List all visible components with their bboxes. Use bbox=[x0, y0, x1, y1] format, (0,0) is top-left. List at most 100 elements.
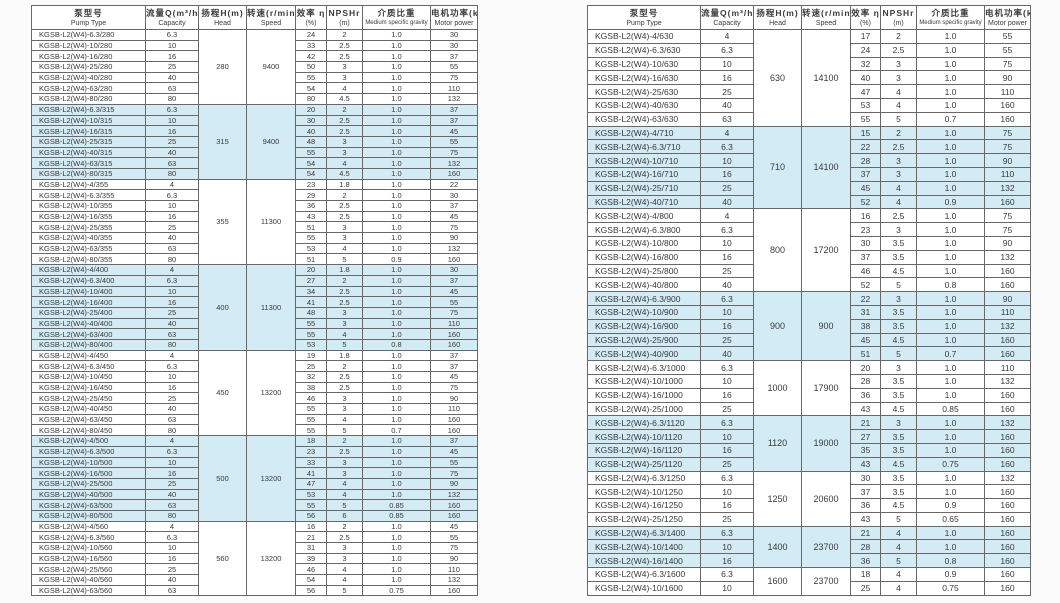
gravity-cell: 0.85 bbox=[362, 509, 431, 522]
pump-model-cell: KGSB-L2(W4)-40/710 bbox=[587, 194, 701, 210]
speed-cell: 19000 bbox=[801, 415, 851, 472]
power-cell: 132 bbox=[984, 373, 1031, 389]
capacity-cell: 4 bbox=[145, 178, 199, 191]
header-label-en: (%) bbox=[860, 19, 871, 27]
power-cell: 110 bbox=[430, 563, 478, 576]
pump-row: KGSB-L2(W4)-16/400 16 41 2.5 1.0 55 bbox=[31, 296, 478, 308]
gravity-cell: 0.7 bbox=[362, 424, 431, 437]
gravity-cell: 1.0 bbox=[362, 371, 431, 383]
power-cell: 90 bbox=[430, 392, 478, 405]
efficiency-cell: 30 bbox=[295, 114, 327, 127]
col-head: 扬程H(m) Head bbox=[198, 5, 247, 30]
pump-model-cell: KGSB-L2(W4)-16/1400 bbox=[587, 553, 701, 569]
npshr-cell: 4 bbox=[880, 84, 917, 99]
capacity-cell: 10 bbox=[145, 456, 199, 469]
capacity-cell: 63 bbox=[145, 413, 199, 426]
pump-row: KGSB-L2(W4)-6.3/400 6.3 27 2 1.0 37 bbox=[31, 274, 478, 287]
header-label-en: Capacity bbox=[713, 19, 741, 27]
efficiency-cell: 37 bbox=[850, 484, 881, 500]
npshr-cell: 4 bbox=[880, 580, 917, 596]
capacity-cell: 25 bbox=[145, 563, 199, 576]
pump-model-cell: KGSB-L2(W4)-10/1000 bbox=[587, 373, 701, 389]
npshr-cell: 2 bbox=[880, 125, 917, 141]
power-cell: 75 bbox=[430, 467, 478, 479]
capacity-cell: 25 bbox=[700, 263, 754, 279]
gravity-cell: 1.0 bbox=[916, 235, 985, 251]
efficiency-cell: 53 bbox=[295, 338, 327, 351]
table-header: 泵型号 Pump Type 流量Q(m³/h) Capacity 扬程H(m) Head 转… bbox=[31, 5, 478, 30]
pump-row: KGSB-L2(W4)-6.3/1120 6.3 1120 19000 21 3 1.0 13… bbox=[587, 415, 1031, 472]
pump-model-cell: KGSB-L2(W4)-6.3/1000 bbox=[587, 360, 701, 375]
pump-model-cell: KGSB-L2(W4)-4/560 bbox=[31, 520, 146, 533]
npshr-cell: 2.5 bbox=[326, 381, 363, 394]
header-row: 泵型号 Pump Type 流量Q(m³/h) Capacity 扬程H(m) Head 转… bbox=[31, 5, 478, 30]
power-cell: 110 bbox=[984, 166, 1031, 182]
capacity-cell: 6.3 bbox=[145, 274, 199, 287]
gravity-cell: 1.0 bbox=[362, 178, 431, 191]
efficiency-cell: 48 bbox=[295, 135, 327, 148]
speed-cell: 9400 bbox=[246, 29, 296, 105]
pump-model-cell: KGSB-L2(W4)-6.3/1600 bbox=[587, 567, 701, 582]
capacity-cell: 16 bbox=[145, 50, 199, 63]
efficiency-cell: 43 bbox=[850, 456, 881, 472]
pump-row: KGSB-L2(W4)-10/710 10 28 3 1.0 90 bbox=[587, 153, 1031, 168]
pump-model-cell: KGSB-L2(W4)-16/800 bbox=[587, 249, 701, 265]
efficiency-cell: 55 bbox=[295, 71, 327, 84]
efficiency-cell: 16 bbox=[295, 520, 327, 533]
pump-model-cell: KGSB-L2(W4)-25/1120 bbox=[587, 456, 701, 472]
pump-row: KGSB-L2(W4)-6.3/1600 6.3 1600 23700 18 4 0.9 16… bbox=[587, 567, 1031, 596]
header-label-zh: 泵型号 bbox=[74, 7, 103, 18]
npshr-cell: 3 bbox=[880, 291, 917, 306]
pump-model-cell: KGSB-L2(W4)-80/450 bbox=[31, 424, 146, 437]
table-body: KGSB-L2(W4)-4/630 4 630 14100 17 2 1.0 55 KGSB-L… bbox=[587, 29, 1031, 596]
pump-row: KGSB-L2(W4)-4/355 4 355 11300 23 1.8 1.0 22 bbox=[31, 178, 478, 266]
gravity-cell: 1.0 bbox=[916, 84, 985, 99]
gravity-cell: 1.0 bbox=[362, 264, 431, 276]
speed-cell: 13200 bbox=[246, 435, 296, 522]
col-head: 扬程H(m) Head bbox=[753, 5, 802, 30]
pump-model-cell: KGSB-L2(W4)-16/355 bbox=[31, 210, 146, 223]
capacity-cell: 80 bbox=[145, 338, 199, 351]
gravity-cell: 0.9 bbox=[916, 567, 985, 582]
npshr-cell: 2.5 bbox=[326, 285, 363, 298]
efficiency-cell: 55 bbox=[295, 146, 327, 159]
header-label-zh: 效率 η bbox=[296, 7, 326, 18]
npshr-cell: 5 bbox=[880, 346, 917, 362]
power-cell: 132 bbox=[430, 157, 478, 169]
pump-model-cell: KGSB-L2(W4)-63/280 bbox=[31, 82, 146, 95]
pump-row: KGSB-L2(W4)-6.3/280 6.3 280 9400 24 2 1.0 30 bbox=[31, 29, 478, 105]
pump-row: KGSB-L2(W4)-4/500 4 500 13200 18 2 1.0 37 bbox=[31, 435, 478, 522]
pump-model-cell: KGSB-L2(W4)-6.3/315 bbox=[31, 103, 146, 116]
efficiency-cell: 37 bbox=[850, 166, 881, 182]
npshr-cell: 3 bbox=[326, 317, 363, 330]
pump-row: KGSB-L2(W4)-40/315 40 55 3 1.0 75 bbox=[31, 146, 478, 159]
npshr-cell: 4 bbox=[880, 525, 917, 541]
npshr-cell: 4 bbox=[326, 488, 363, 501]
efficiency-cell: 21 bbox=[850, 525, 881, 541]
pump-model-cell: KGSB-L2(W4)-10/710 bbox=[587, 153, 701, 168]
npshr-cell: 3.5 bbox=[880, 318, 917, 334]
pump-model-cell: KGSB-L2(W4)-10/500 bbox=[31, 456, 146, 469]
npshr-cell: 2 bbox=[326, 274, 363, 287]
power-cell: 45 bbox=[430, 210, 478, 223]
pump-model-cell: KGSB-L2(W4)-6.3/900 bbox=[587, 291, 701, 306]
capacity-cell: 40 bbox=[700, 277, 754, 293]
efficiency-cell: 21 bbox=[295, 531, 327, 543]
pump-model-cell: KGSB-L2(W4)-80/355 bbox=[31, 253, 146, 266]
pump-model-cell: KGSB-L2(W4)-10/630 bbox=[587, 56, 701, 72]
gravity-cell: 1.0 bbox=[362, 445, 431, 458]
gravity-cell: 0.8 bbox=[362, 338, 431, 351]
pump-row: KGSB-L2(W4)-25/1000 25 43 4.5 0.85 160 bbox=[587, 401, 1031, 417]
gravity-cell: 1.0 bbox=[916, 139, 985, 155]
gravity-cell: 1.0 bbox=[362, 467, 431, 479]
pump-model-cell: KGSB-L2(W4)-6.3/355 bbox=[31, 189, 146, 201]
power-cell: 37 bbox=[430, 274, 478, 287]
pump-model-cell: KGSB-L2(W4)-63/355 bbox=[31, 242, 146, 255]
pump-model-cell: KGSB-L2(W4)-10/315 bbox=[31, 114, 146, 127]
power-cell: 22 bbox=[430, 178, 478, 191]
npshr-cell: 3.5 bbox=[880, 484, 917, 500]
power-cell: 90 bbox=[984, 70, 1031, 86]
capacity-cell: 80 bbox=[145, 93, 199, 105]
efficiency-cell: 22 bbox=[850, 291, 881, 306]
pump-model-cell: KGSB-L2(W4)-4/710 bbox=[587, 125, 701, 141]
